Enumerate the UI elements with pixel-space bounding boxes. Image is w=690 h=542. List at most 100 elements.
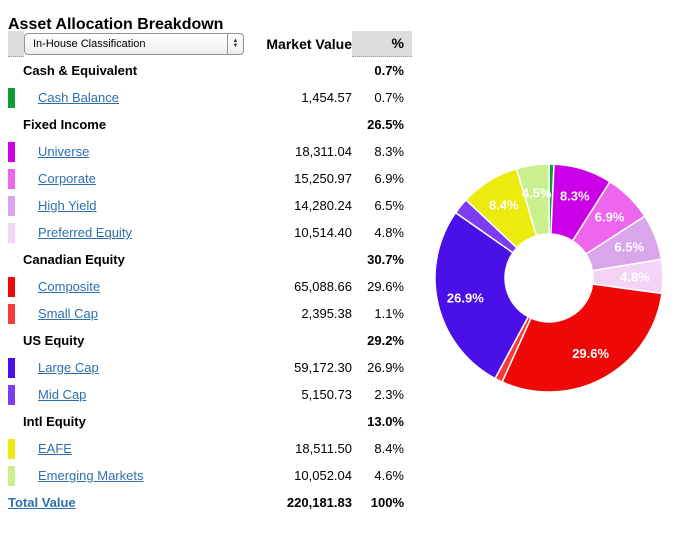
category-percent: 29.2% <box>367 333 404 348</box>
page-title: Asset Allocation Breakdown <box>8 15 224 33</box>
pie-label-universe: 8.3% <box>560 188 590 203</box>
item-link-large-cap[interactable]: Large Cap <box>38 360 99 375</box>
table-body: Cash & Equivalent 0.7% Cash Balance 1,454.5… <box>8 57 412 516</box>
swatch-column-header <box>8 30 24 57</box>
item-row-corporate: Corporate 15,250.97 6.9% <box>8 165 412 192</box>
swatch-cell <box>8 168 24 189</box>
item-link-high-yield[interactable]: High Yield <box>38 198 97 213</box>
swatch-cell <box>8 141 24 162</box>
item-row-small-cap: Small Cap 2,395.38 1.1% <box>8 300 412 327</box>
item-link-eafe[interactable]: EAFE <box>38 441 72 456</box>
pie-slice-composite <box>501 283 663 393</box>
category-name: Fixed Income <box>23 117 107 132</box>
item-market-value: 18,311.04 <box>295 144 352 159</box>
item-row-high-yield: High Yield 14,280.24 6.5% <box>8 192 412 219</box>
category-name: Cash & Equivalent <box>23 63 138 78</box>
color-swatch <box>8 465 15 486</box>
item-percent: 0.7% <box>374 90 404 105</box>
item-market-value: 65,088.66 <box>294 279 352 294</box>
item-percent: 26.9% <box>367 360 404 375</box>
item-row-large-cap: Large Cap 59,172.30 26.9% <box>8 354 412 381</box>
item-percent: 4.8% <box>374 225 404 240</box>
color-swatch <box>8 303 15 324</box>
swatch-cell <box>8 384 24 405</box>
pie-label-corporate: 6.9% <box>595 209 625 224</box>
item-link-cash-balance[interactable]: Cash Balance <box>38 90 119 105</box>
total-row: Total Value 220,181.83 100% <box>8 489 412 516</box>
category-name: Intl Equity <box>23 414 86 429</box>
column-header-market-value: Market Value <box>266 35 352 52</box>
table-header: In-House Classification ▲ ▼ Market Value … <box>8 30 412 57</box>
item-link-universe[interactable]: Universe <box>38 144 90 159</box>
pie-label-composite: 29.6% <box>572 346 609 361</box>
item-link-corporate[interactable]: Corporate <box>38 171 96 186</box>
pie-slice-large-cap <box>434 211 530 380</box>
allocation-table: In-House Classification ▲ ▼ Market Value … <box>8 30 412 516</box>
classification-dropdown[interactable]: In-House Classification ▲ ▼ <box>24 32 244 55</box>
swatch-cell <box>8 438 24 459</box>
color-swatch <box>8 357 15 378</box>
category-row-canadian-equity: Canadian Equity 30.7% <box>8 246 412 273</box>
pie-label-large-cap: 26.9% <box>447 290 484 305</box>
total-value-link[interactable]: Total Value <box>8 495 76 510</box>
swatch-cell <box>8 465 24 486</box>
color-swatch <box>8 276 15 297</box>
item-market-value: 2,395.38 <box>301 306 352 321</box>
item-row-composite: Composite 65,088.66 29.6% <box>8 273 412 300</box>
item-percent: 6.5% <box>374 198 404 213</box>
item-percent: 8.3% <box>374 144 404 159</box>
item-row-emerging-markets: Emerging Markets 10,052.04 4.6% <box>8 462 412 489</box>
swatch-cell <box>8 87 24 108</box>
item-market-value: 1,454.57 <box>301 90 352 105</box>
category-name: US Equity <box>23 333 85 348</box>
color-swatch <box>8 141 15 162</box>
category-row-cash-equivalent: Cash & Equivalent 0.7% <box>8 57 412 84</box>
item-row-preferred-equity: Preferred Equity 10,514.40 4.8% <box>8 219 412 246</box>
item-percent: 4.6% <box>374 468 404 483</box>
item-row-cash-balance: Cash Balance 1,454.57 0.7% <box>8 84 412 111</box>
item-market-value: 18,511.50 <box>295 441 352 456</box>
item-link-emerging-markets[interactable]: Emerging Markets <box>38 468 144 483</box>
item-market-value: 59,172.30 <box>294 360 352 375</box>
pie-label-emerging-markets: 4.5% <box>522 185 552 200</box>
category-percent: 26.5% <box>367 117 404 132</box>
pie-label-eafe: 8.4% <box>489 197 519 212</box>
color-swatch <box>8 384 15 405</box>
item-link-mid-cap[interactable]: Mid Cap <box>38 387 87 402</box>
item-market-value: 10,514.40 <box>294 225 352 240</box>
allocation-donut-chart: 8.3% 6.9% 6.5% 4.8% 29.6% 26.9% 8.4%4.5% <box>434 163 664 393</box>
category-percent: 0.7% <box>374 63 404 78</box>
item-link-small-cap[interactable]: Small Cap <box>38 306 98 321</box>
category-name: Canadian Equity <box>23 252 125 267</box>
item-market-value: 10,052.04 <box>294 468 352 483</box>
color-swatch <box>8 168 15 189</box>
dropdown-stepper-icon: ▲ ▼ <box>227 33 243 54</box>
swatch-cell <box>8 276 24 297</box>
pie-label-preferred-equity: 4.8% <box>620 269 650 284</box>
item-row-mid-cap: Mid Cap 5,150.73 2.3% <box>8 381 412 408</box>
color-swatch <box>8 87 15 108</box>
swatch-cell <box>8 195 24 216</box>
item-link-preferred-equity[interactable]: Preferred Equity <box>38 225 132 240</box>
total-percent: 100% <box>370 495 404 510</box>
classification-dropdown-value: In-House Classification <box>33 37 146 50</box>
category-percent: 30.7% <box>367 252 404 267</box>
item-link-composite[interactable]: Composite <box>38 279 101 294</box>
category-row-fixed-income: Fixed Income 26.5% <box>8 111 412 138</box>
item-percent: 1.1% <box>374 306 404 321</box>
swatch-cell <box>8 357 24 378</box>
total-market-value: 220,181.83 <box>286 495 352 510</box>
column-header-percent: % <box>352 30 412 57</box>
item-market-value: 5,150.73 <box>301 387 352 402</box>
category-percent: 13.0% <box>367 414 404 429</box>
item-percent: 2.3% <box>374 387 404 402</box>
item-percent: 6.9% <box>374 171 404 186</box>
item-percent: 29.6% <box>367 279 404 294</box>
swatch-cell <box>8 222 24 243</box>
item-row-universe: Universe 18,311.04 8.3% <box>8 138 412 165</box>
item-market-value: 14,280.24 <box>294 198 352 213</box>
color-swatch <box>8 438 15 459</box>
category-row-intl-equity: Intl Equity 13.0% <box>8 408 412 435</box>
pie-slice-emerging-markets <box>515 163 550 237</box>
item-market-value: 15,250.97 <box>294 171 352 186</box>
